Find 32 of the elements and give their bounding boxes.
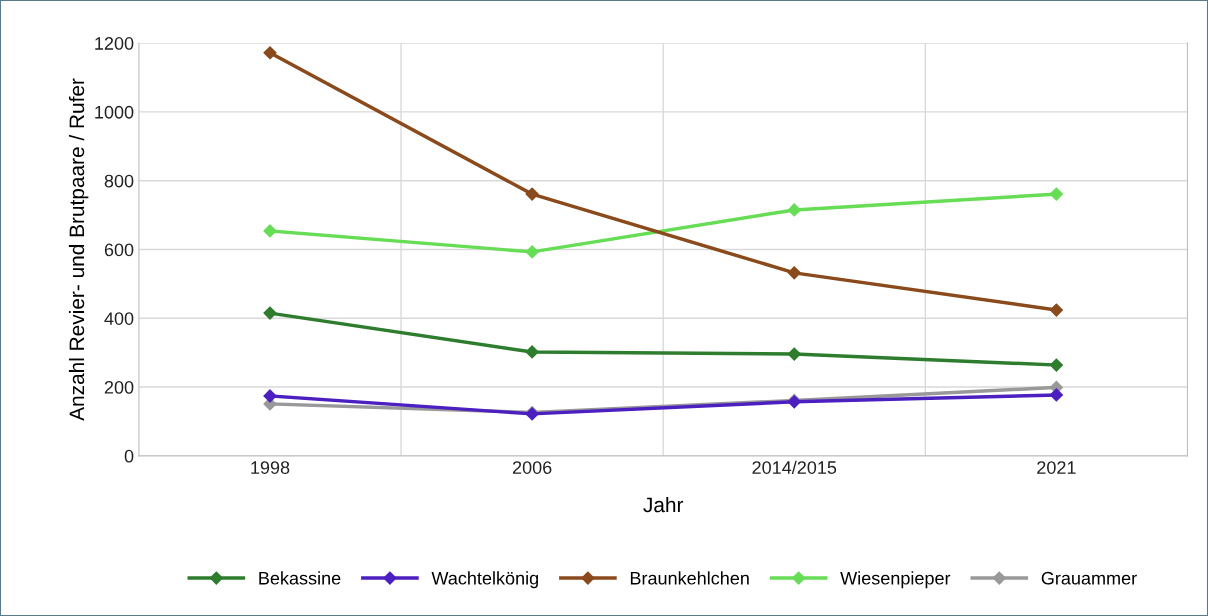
point xyxy=(1049,303,1063,317)
y-tick-label: 0 xyxy=(124,449,134,463)
point xyxy=(525,245,539,259)
legend-label: Braunkehlchen xyxy=(630,571,749,585)
x-tick-label: 2006 xyxy=(512,461,552,474)
point xyxy=(787,266,801,280)
point xyxy=(1049,358,1063,372)
x-axis-title: Jahr xyxy=(643,496,684,513)
y-tick-label: 200 xyxy=(104,380,134,394)
y-tick-label: 800 xyxy=(104,174,134,188)
point xyxy=(525,187,539,201)
y-axis-title: Anzahl Revier- und Brutpaare / Rufer xyxy=(68,78,89,421)
legend-label: Wiesenpieper xyxy=(840,571,951,589)
point xyxy=(263,46,277,60)
point xyxy=(263,389,277,403)
y-tick-label: 600 xyxy=(104,243,134,257)
point xyxy=(263,224,277,238)
y-tick-label: 1200 xyxy=(95,37,134,50)
x-tick-label: 1998 xyxy=(251,461,290,474)
x-tick-label: 2021 xyxy=(1037,461,1076,474)
x-tick-label: 2014/2015 xyxy=(752,460,837,474)
legend-label: Grauammer xyxy=(1041,571,1137,585)
legend-label: Wachtelkönig xyxy=(431,571,538,589)
point xyxy=(525,345,539,359)
point xyxy=(1049,187,1063,201)
point xyxy=(787,203,801,217)
y-tick-label: 400 xyxy=(104,312,134,325)
point xyxy=(787,347,801,361)
point xyxy=(263,306,277,320)
legend-label: Bekassine xyxy=(259,571,341,585)
y-tick-label: 1000 xyxy=(95,105,134,119)
point xyxy=(1049,388,1063,402)
